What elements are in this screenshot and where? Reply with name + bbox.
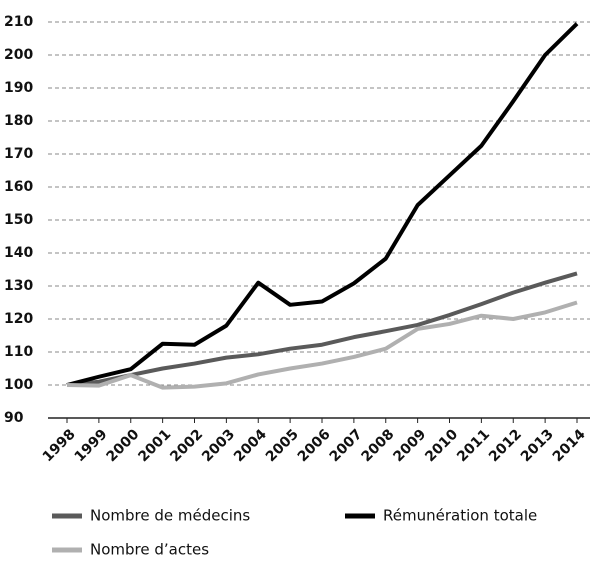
legend-label: Nombre d’actes — [90, 541, 209, 559]
x-tick-label: 2000 — [104, 426, 143, 465]
legend-label: Nombre de médecins — [90, 507, 250, 525]
y-tick-label: 160 — [4, 179, 33, 195]
y-tick-label: 100 — [4, 377, 33, 393]
y-tick-label: 200 — [4, 47, 33, 63]
x-tick-label: 2010 — [422, 426, 461, 465]
x-tick-label: 2002 — [167, 426, 206, 465]
y-tick-label: 150 — [4, 212, 33, 228]
x-tick-label: 2011 — [454, 426, 493, 465]
line-series — [66, 300, 578, 390]
legend-label: Rémunération totale — [383, 507, 537, 525]
x-tick-label: 2014 — [550, 426, 589, 465]
x-tick-label: 2004 — [231, 426, 270, 465]
x-tick-label: 1998 — [40, 426, 79, 465]
y-tick-label: 210 — [4, 14, 33, 30]
x-tick-label: 2008 — [359, 426, 398, 465]
x-tick-label: 2005 — [263, 426, 302, 465]
x-tick-label: 2009 — [390, 426, 429, 465]
y-tick-label: 120 — [4, 311, 33, 327]
y-tick-label: 110 — [4, 344, 33, 360]
y-tick-label: 140 — [4, 245, 33, 261]
y-tick-label: 190 — [4, 80, 33, 96]
x-tick-label: 1999 — [72, 426, 111, 465]
x-tick-label: 2007 — [327, 426, 366, 465]
x-tick-label: 2001 — [135, 426, 174, 465]
line-series — [66, 271, 578, 387]
x-tick-label: 2006 — [295, 426, 334, 465]
y-tick-label: 170 — [4, 146, 33, 162]
line-series — [66, 22, 579, 387]
y-tick-label: 130 — [4, 278, 33, 294]
x-tick-label: 2013 — [518, 426, 557, 465]
x-tick-label: 2003 — [199, 426, 238, 465]
x-tick-label: 2012 — [486, 426, 525, 465]
y-tick-label: 180 — [4, 113, 33, 129]
y-tick-label: 90 — [4, 410, 24, 426]
